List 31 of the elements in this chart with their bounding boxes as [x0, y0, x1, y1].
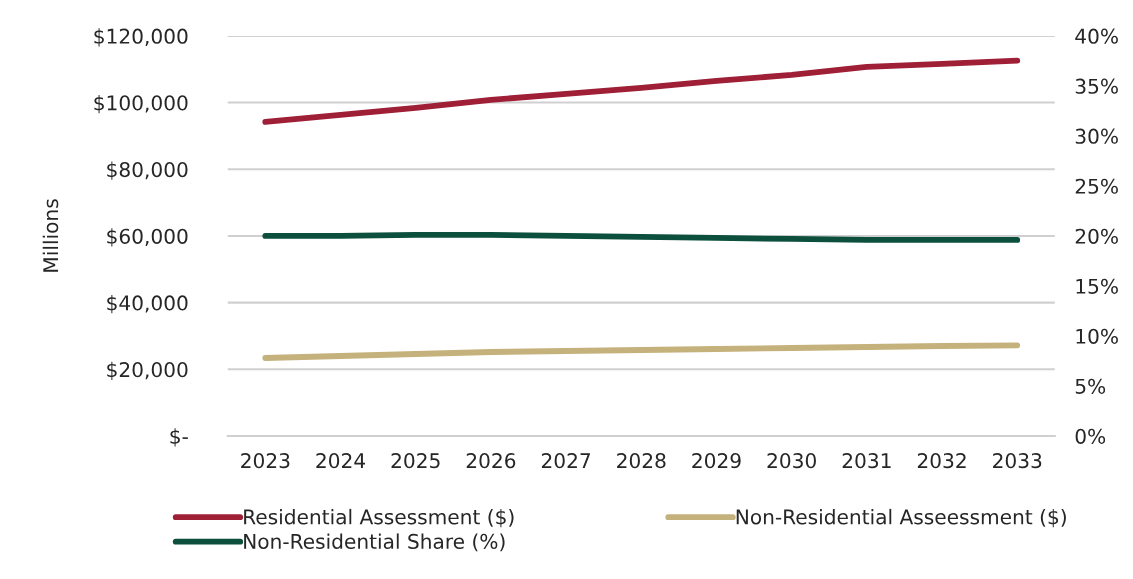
- y2-tick-label: 25%: [1075, 178, 1118, 194]
- x-tick-label: 2026: [466, 453, 516, 469]
- x-tick-label: 2028: [617, 453, 666, 469]
- x-tick-label: 2030: [767, 453, 816, 469]
- y-tick-label: $100,000: [94, 94, 188, 114]
- y2-tick-label: 5%: [1075, 378, 1106, 394]
- y2-tick-label: 10%: [1076, 328, 1118, 344]
- y-axis-title: Millions: [42, 199, 59, 272]
- y2-tick-label: 0%: [1075, 428, 1106, 444]
- y-tick-label: $40,000: [107, 294, 188, 314]
- x-tick-label: 2023: [241, 453, 290, 469]
- x-tick-label: 2027: [541, 453, 590, 469]
- x-tick-label: 2033: [993, 453, 1042, 469]
- y2-tick-label: 30%: [1075, 128, 1118, 144]
- y-tick-label: $60,000: [107, 228, 188, 247]
- legend-label: Non-Residential Share (%): [244, 533, 505, 552]
- x-tick-label: 2031: [842, 453, 891, 469]
- y2-tick-label: 20%: [1075, 228, 1118, 244]
- y-tick-label: $20,000: [107, 361, 188, 380]
- y-tick-label: $80,000: [107, 161, 188, 180]
- legend-label: Non-Residential Asseessment ($): [736, 508, 1066, 528]
- y2-tick-label: 35%: [1075, 78, 1118, 94]
- y2-tick-label: 40%: [1075, 28, 1118, 44]
- x-tick-label: 2029: [692, 453, 741, 469]
- y-tick-label: $-: [170, 428, 188, 447]
- x-tick-label: 2032: [917, 453, 966, 469]
- y-tick-label: $120,000: [94, 28, 188, 47]
- x-tick-label: 2024: [316, 453, 366, 469]
- x-tick-label: 2025: [391, 453, 440, 469]
- y2-tick-label: 15%: [1076, 278, 1118, 294]
- legend-label: Residential Assessment ($): [244, 508, 514, 528]
